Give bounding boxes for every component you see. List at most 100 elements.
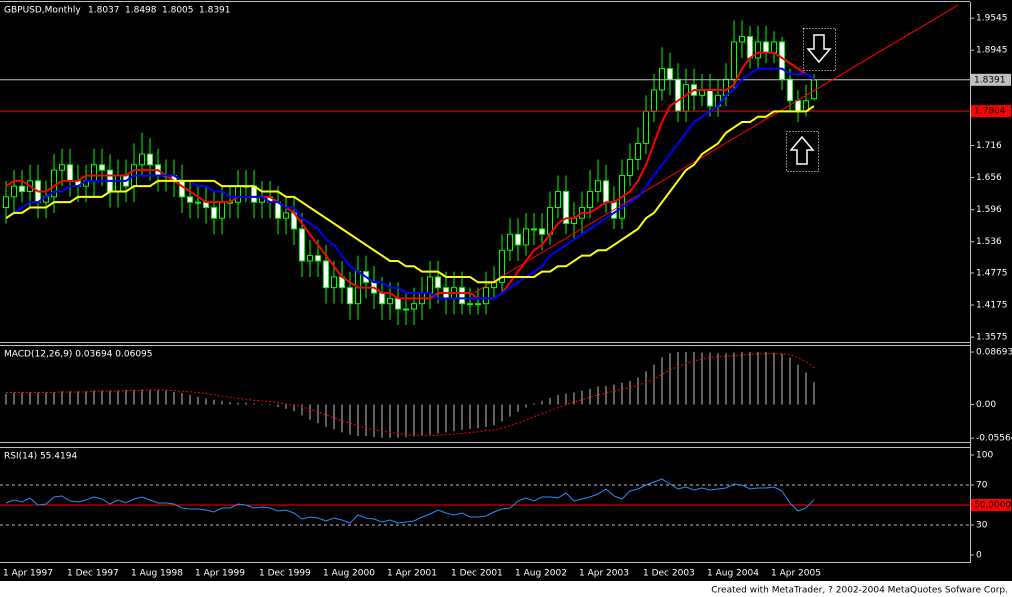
- candle-body: [523, 228, 529, 246]
- x-tick-label: 1 Apr 1999: [195, 569, 245, 579]
- candle-body: [315, 255, 321, 262]
- header-value: 1.8498: [125, 6, 157, 16]
- candle-body: [395, 297, 401, 310]
- price-label: 1.8391: [974, 75, 1006, 85]
- x-tick-label: 1 Dec 1997: [67, 569, 119, 579]
- candle-body: [747, 36, 753, 59]
- trendline: [474, 4, 959, 293]
- candle-body: [435, 276, 441, 289]
- y-tick-label: 100: [976, 451, 993, 461]
- candle-body: [235, 185, 241, 203]
- price-label-box: [971, 73, 1011, 86]
- candle-body: [3, 196, 9, 209]
- candle-body: [771, 41, 777, 54]
- candle-body: [387, 297, 393, 305]
- footer-band: [0, 581, 1012, 597]
- header-value: 1.8037: [88, 6, 120, 16]
- candle-body: [595, 180, 601, 192]
- signal-line: [6, 353, 815, 436]
- price-label-box: [971, 105, 1011, 118]
- candle-body: [147, 153, 153, 166]
- candle-body: [331, 276, 337, 289]
- candle-body: [683, 84, 689, 112]
- x-tick-label: 1 Aug 2004: [707, 569, 759, 579]
- x-tick-label: 1 Apr 2001: [387, 569, 437, 579]
- sell-arrow: [803, 28, 836, 71]
- y-tick-label: 30: [976, 521, 988, 531]
- header-value: 1.8005: [162, 6, 194, 16]
- candle-body: [531, 228, 537, 231]
- candle-body: [563, 190, 569, 225]
- candle-body: [635, 142, 641, 160]
- buy-arrow: [786, 131, 819, 172]
- candle-body: [651, 89, 657, 112]
- candle-body: [411, 303, 417, 310]
- candle-body: [323, 260, 329, 289]
- y-tick-label: 0.08693: [976, 348, 1012, 358]
- x-tick-label: 1 Aug 2000: [323, 569, 375, 579]
- header-value: 1.8391: [199, 6, 231, 16]
- candle-body: [731, 41, 737, 80]
- candle-body: [379, 292, 385, 305]
- candle-body: [99, 164, 105, 171]
- candle-body: [603, 180, 609, 203]
- y-tick-label: 1.9545: [976, 14, 1008, 24]
- candle-body: [115, 174, 121, 192]
- panel-title: GBPUSD,Monthly: [4, 6, 81, 16]
- x-tick-label: 1 Aug 1998: [131, 569, 183, 579]
- candle-body: [707, 89, 713, 107]
- candle-body: [643, 110, 649, 144]
- candle-body: [211, 207, 217, 219]
- x-tick-label: 1 Apr 1997: [3, 569, 53, 579]
- y-tick-label: 1.3575: [976, 333, 1008, 343]
- candle-body: [627, 158, 633, 176]
- candle-body: [539, 228, 545, 235]
- price-label: 1.7804: [974, 107, 1006, 117]
- candle-body: [403, 308, 409, 311]
- candle-body: [507, 233, 513, 251]
- x-tick-label: 1 Apr 2003: [579, 569, 629, 579]
- candle-body: [59, 164, 65, 171]
- rsi-line: [5, 478, 815, 524]
- candle-body: [555, 190, 561, 209]
- candle-body: [187, 196, 193, 203]
- candle-body: [587, 190, 593, 209]
- candle-body: [427, 276, 433, 294]
- candle-body: [795, 100, 801, 112]
- y-tick-label: 1.536: [976, 237, 1002, 247]
- moving-average: [5, 51, 815, 300]
- candle-body: [179, 180, 185, 198]
- x-tick-label: 1 Aug 2002: [515, 569, 567, 579]
- y-tick-label: 1.596: [976, 205, 1002, 215]
- candle-body: [283, 212, 289, 219]
- candle-body: [675, 78, 681, 112]
- y-tick-label: 70: [976, 481, 988, 491]
- candle-body: [11, 185, 17, 198]
- candle-body: [499, 249, 505, 283]
- y-tick-label: 0.00: [976, 400, 996, 410]
- panel-title: RSI(14) 55.4194: [4, 452, 77, 462]
- candle-body: [275, 201, 281, 219]
- candle-body: [475, 303, 481, 306]
- x-tick-label: 1 Apr 2005: [771, 569, 821, 579]
- y-tick-label: -0.05564: [976, 434, 1012, 444]
- candle-body: [763, 41, 769, 54]
- candle-body: [779, 41, 785, 80]
- candle-body: [251, 185, 257, 203]
- candle-body: [723, 78, 729, 96]
- candle-body: [19, 185, 25, 192]
- candle-body: [667, 68, 673, 80]
- price-label-box: [971, 499, 1011, 511]
- y-tick-label: 1.8945: [976, 46, 1008, 56]
- candle-body: [467, 303, 473, 306]
- moving-average: [5, 67, 815, 300]
- y-tick-label: 0: [976, 551, 982, 561]
- candle-body: [91, 164, 97, 182]
- y-tick-label: 1.4775: [976, 268, 1008, 278]
- candle-body: [515, 233, 521, 246]
- candle-body: [787, 78, 793, 102]
- candle-body: [299, 228, 305, 262]
